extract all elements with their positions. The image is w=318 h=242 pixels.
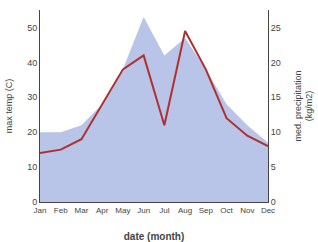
svg-text:10: 10 <box>271 127 281 137</box>
svg-text:15: 15 <box>271 92 281 102</box>
svg-text:max temp (C): max temp (C) <box>4 79 14 134</box>
svg-text:Mar: Mar <box>75 206 89 215</box>
svg-text:25: 25 <box>271 23 281 33</box>
svg-text:Jul: Jul <box>159 206 169 215</box>
svg-text:20: 20 <box>27 127 37 137</box>
svg-text:Jun: Jun <box>137 206 150 215</box>
svg-text:0: 0 <box>32 197 37 207</box>
svg-text:Aug: Aug <box>178 206 192 215</box>
svg-text:20: 20 <box>271 58 281 68</box>
svg-text:50: 50 <box>27 23 37 33</box>
svg-text:Apr: Apr <box>96 206 109 215</box>
svg-text:Jan: Jan <box>34 206 47 215</box>
svg-text:10: 10 <box>27 162 37 172</box>
svg-text:Oct: Oct <box>220 206 233 215</box>
svg-text:5: 5 <box>271 162 276 172</box>
svg-text:30: 30 <box>27 92 37 102</box>
svg-text:med. precipitation(kg/m2): med. precipitation(kg/m2) <box>293 70 315 141</box>
svg-text:May: May <box>115 206 130 215</box>
svg-text:Nov: Nov <box>240 206 254 215</box>
svg-text:Feb: Feb <box>54 206 68 215</box>
svg-text:40: 40 <box>27 58 37 68</box>
svg-text:0: 0 <box>271 197 276 207</box>
svg-text:Sep: Sep <box>199 206 214 215</box>
svg-text:Dec: Dec <box>261 206 275 215</box>
svg-text:date (month): date (month) <box>124 231 185 242</box>
